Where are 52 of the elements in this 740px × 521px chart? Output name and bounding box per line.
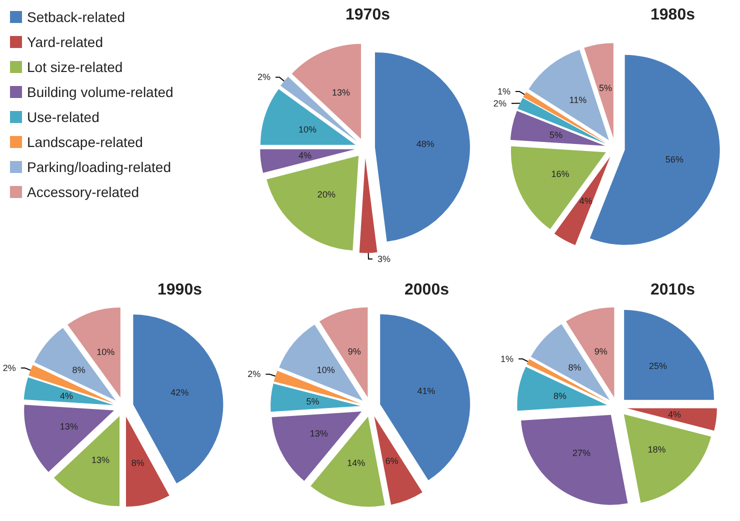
legend-label: Building volume-related — [27, 84, 174, 100]
legend-label: Accessory-related — [27, 184, 140, 200]
legend-label: Lot size-related — [27, 59, 123, 75]
data-label: 11% — [569, 95, 587, 106]
data-label: 25% — [649, 360, 668, 371]
data-label: 5% — [599, 83, 612, 94]
data-label: 4% — [298, 150, 312, 161]
data-label: 27% — [572, 448, 590, 458]
data-label: 3% — [377, 254, 390, 264]
data-label: 10% — [316, 365, 335, 376]
data-label: 14% — [347, 458, 366, 468]
chart-title: 1980s — [650, 6, 696, 24]
data-label: 16% — [551, 168, 570, 179]
legend-label: Setback-related — [27, 9, 126, 25]
data-label: 2% — [257, 72, 270, 82]
data-label: 5% — [306, 396, 320, 407]
data-label: 13% — [310, 428, 328, 438]
data-label: 8% — [554, 391, 567, 402]
legend-label: Parking/loading-related — [27, 159, 171, 175]
data-label: 13% — [332, 87, 350, 98]
data-label: 42% — [170, 388, 189, 398]
data-label: 10% — [298, 124, 316, 134]
data-label: 1% — [497, 86, 510, 96]
data-label: 20% — [317, 190, 336, 200]
data-label: 8% — [131, 458, 144, 468]
data-label: 2% — [2, 362, 16, 373]
data-label: 48% — [416, 139, 434, 150]
chart-title: 1970s — [346, 6, 390, 24]
data-label: 8% — [72, 365, 86, 376]
data-label: 2% — [493, 98, 506, 108]
data-label: 4% — [579, 196, 592, 206]
data-label: 1% — [500, 354, 514, 364]
legend-label: Yard-related — [27, 34, 104, 50]
legend-label: Landscape-related — [27, 134, 143, 150]
data-label: 9% — [594, 346, 608, 356]
data-label: 10% — [96, 346, 115, 357]
chart-title: 1990s — [158, 282, 202, 298]
data-label: 2% — [248, 369, 261, 380]
chart-title: 2000s — [404, 282, 450, 298]
data-label: 5% — [549, 130, 562, 140]
data-label: 4% — [60, 391, 74, 402]
data-label: 4% — [668, 409, 682, 420]
data-label: 41% — [417, 386, 436, 396]
chart-title: 2010s — [650, 282, 696, 298]
data-label: 18% — [648, 444, 666, 454]
data-label: 56% — [665, 154, 684, 164]
data-label: 8% — [568, 362, 582, 372]
data-label: 13% — [91, 455, 110, 466]
data-label: 13% — [60, 422, 78, 432]
legend-label: Use-related — [27, 109, 100, 125]
data-label: 9% — [348, 346, 361, 356]
data-label: 6% — [385, 456, 398, 466]
